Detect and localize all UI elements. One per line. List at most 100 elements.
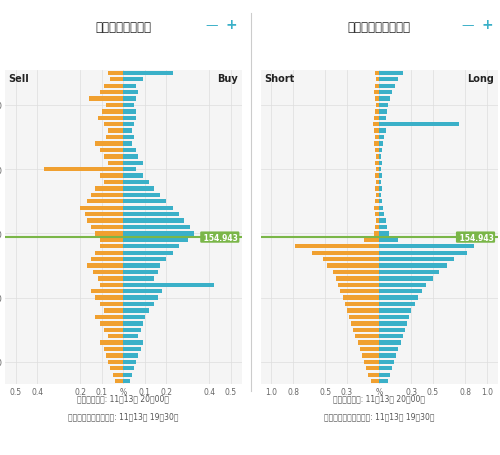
- Bar: [356, 334, 379, 339]
- Bar: [375, 97, 379, 101]
- Bar: [336, 277, 379, 281]
- Bar: [124, 341, 143, 345]
- Bar: [379, 264, 447, 268]
- Bar: [124, 129, 132, 134]
- Bar: [124, 232, 194, 236]
- Bar: [96, 142, 124, 147]
- Bar: [124, 328, 140, 332]
- Bar: [124, 136, 134, 140]
- Bar: [124, 161, 143, 166]
- Bar: [87, 264, 124, 268]
- Bar: [375, 71, 379, 76]
- Bar: [100, 244, 124, 249]
- Bar: [379, 97, 390, 101]
- Bar: [333, 270, 379, 274]
- Bar: [295, 244, 379, 249]
- Bar: [102, 110, 124, 114]
- Text: スナップショット時間: 11月13日 19時30分: スナップショット時間: 11月13日 19時30分: [324, 412, 434, 421]
- Bar: [379, 104, 388, 108]
- Bar: [100, 302, 124, 307]
- Bar: [375, 200, 379, 204]
- Bar: [376, 181, 379, 185]
- Bar: [124, 174, 143, 178]
- Bar: [124, 238, 188, 243]
- Bar: [100, 91, 124, 95]
- Bar: [379, 296, 418, 300]
- Bar: [124, 321, 143, 326]
- Bar: [375, 225, 379, 230]
- Bar: [379, 155, 382, 159]
- Bar: [124, 97, 136, 101]
- Bar: [104, 181, 124, 185]
- Bar: [374, 129, 379, 134]
- Bar: [124, 354, 138, 358]
- Bar: [124, 308, 149, 313]
- Bar: [379, 289, 422, 294]
- Bar: [124, 296, 158, 300]
- Bar: [124, 302, 154, 307]
- Bar: [106, 354, 124, 358]
- Bar: [379, 200, 382, 204]
- Bar: [379, 373, 390, 377]
- Bar: [379, 347, 398, 351]
- Bar: [100, 283, 124, 288]
- Bar: [379, 181, 382, 185]
- Bar: [124, 366, 134, 371]
- Bar: [376, 167, 379, 172]
- Bar: [370, 379, 379, 384]
- Bar: [124, 167, 136, 172]
- Bar: [323, 258, 379, 262]
- Bar: [91, 258, 124, 262]
- Bar: [84, 212, 124, 217]
- Bar: [374, 232, 379, 236]
- Bar: [104, 347, 124, 351]
- Bar: [106, 104, 124, 108]
- Bar: [124, 219, 184, 223]
- Bar: [124, 206, 173, 211]
- Bar: [124, 289, 162, 294]
- Bar: [124, 270, 158, 274]
- Bar: [87, 219, 124, 223]
- Bar: [376, 78, 379, 82]
- Bar: [110, 78, 124, 82]
- Bar: [374, 142, 379, 147]
- Text: Buy: Buy: [218, 74, 238, 84]
- Bar: [340, 289, 379, 294]
- Bar: [375, 136, 379, 140]
- Bar: [379, 315, 409, 319]
- Bar: [374, 91, 379, 95]
- Bar: [124, 315, 145, 319]
- Bar: [124, 187, 154, 191]
- Bar: [379, 270, 440, 274]
- Bar: [124, 360, 136, 364]
- Bar: [115, 379, 124, 384]
- Bar: [366, 366, 379, 371]
- Text: —: —: [206, 19, 218, 32]
- Text: 最新更新時間: 11月13日 20時00分: 最新更新時間: 11月13日 20時00分: [78, 394, 170, 403]
- Bar: [379, 212, 384, 217]
- Bar: [364, 360, 379, 364]
- Bar: [379, 258, 454, 262]
- Bar: [379, 136, 384, 140]
- Bar: [124, 110, 136, 114]
- Text: スナップショット時間: 11月13日 19時30分: スナップショット時間: 11月13日 19時30分: [68, 412, 178, 421]
- Text: —: —: [461, 19, 474, 32]
- Bar: [124, 373, 132, 377]
- Bar: [328, 264, 379, 268]
- Bar: [104, 155, 124, 159]
- Bar: [87, 200, 124, 204]
- Bar: [379, 283, 426, 288]
- Text: Sell: Sell: [8, 74, 29, 84]
- Bar: [124, 181, 149, 185]
- Bar: [96, 232, 124, 236]
- Text: 154.943: 154.943: [457, 233, 494, 242]
- Bar: [379, 110, 386, 114]
- Bar: [376, 155, 379, 159]
- Bar: [379, 187, 382, 191]
- Bar: [124, 379, 130, 384]
- Bar: [104, 308, 124, 313]
- Bar: [98, 116, 124, 121]
- Bar: [91, 225, 124, 230]
- Bar: [379, 116, 386, 121]
- Bar: [379, 232, 389, 236]
